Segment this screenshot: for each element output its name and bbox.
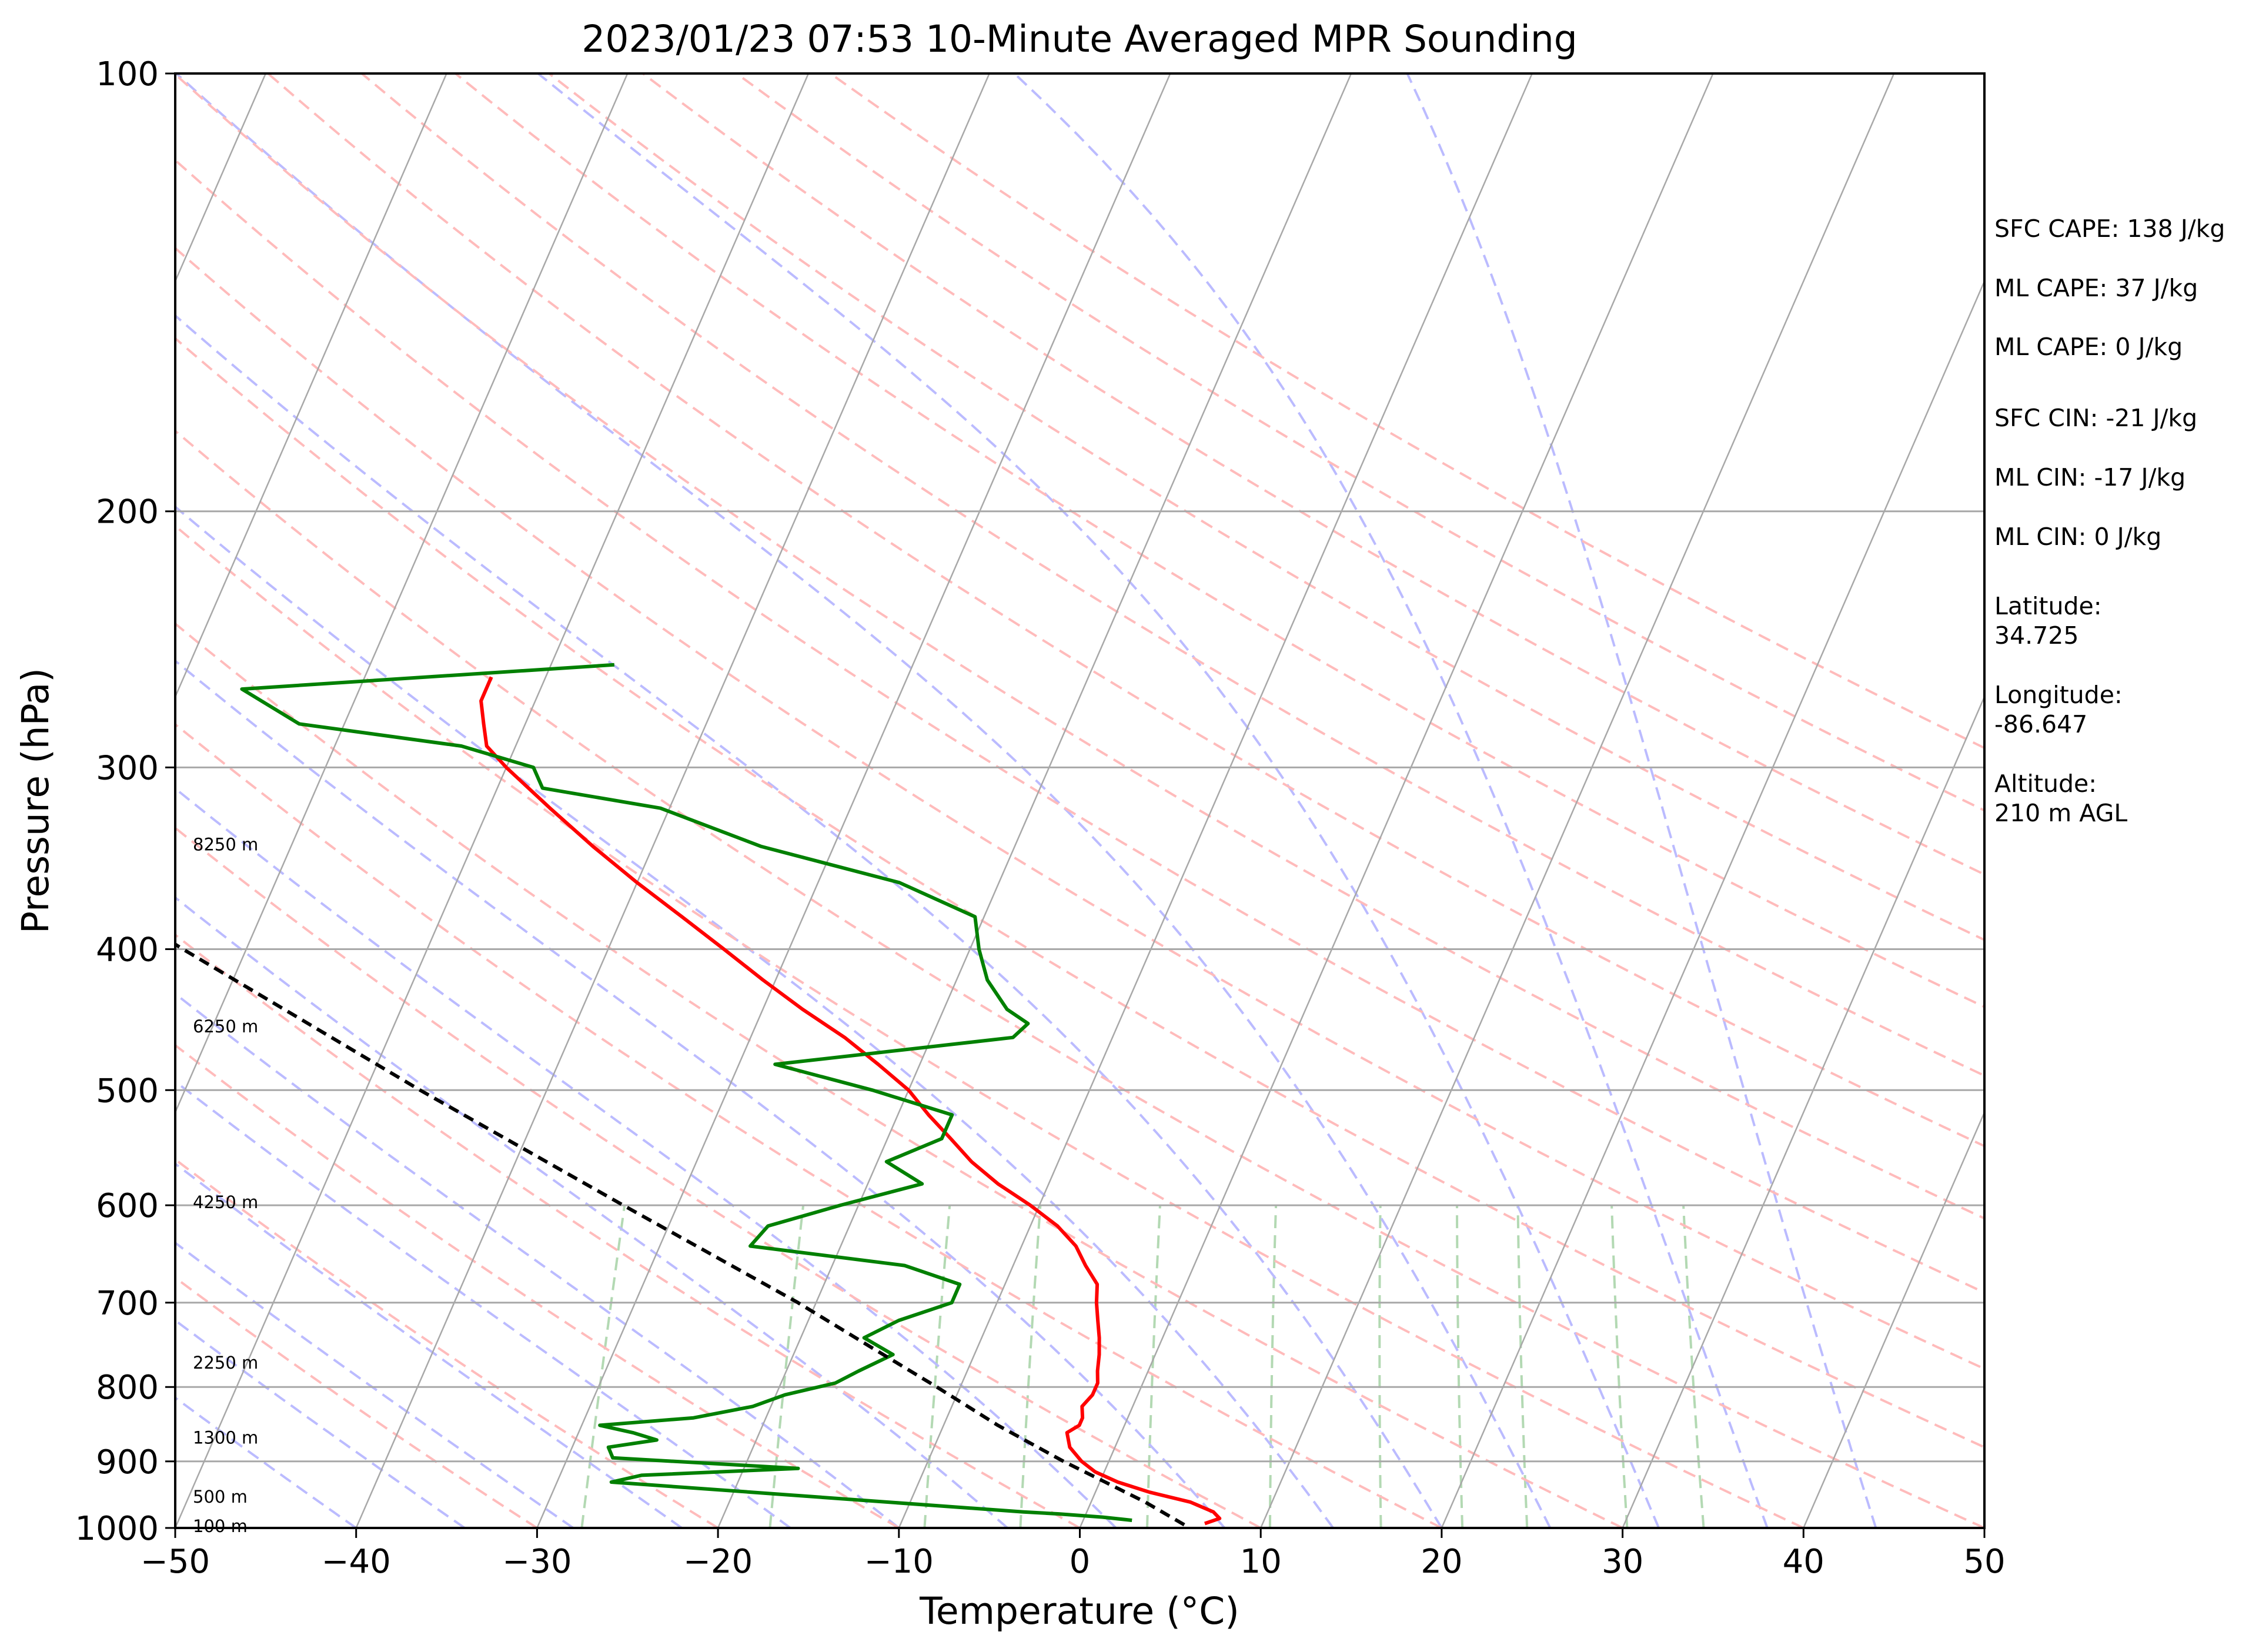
info-text: -86.647 (1994, 710, 2087, 738)
dry-adiabat-line (175, 723, 1442, 1528)
dry-adiabat-line (175, 1276, 538, 1528)
height-label: 1300 m (193, 1428, 258, 1448)
isotherm-line (1803, 1111, 1984, 1528)
height-label: 6250 m (193, 1016, 258, 1036)
height-label: 100 m (193, 1516, 248, 1536)
moist-adiabat-line (175, 896, 1008, 1528)
isotherm-line (175, 73, 629, 1115)
info-text: ML CIN: 0 J/kg (1994, 523, 2161, 551)
moist-adiabat-line (1406, 73, 1877, 1528)
isotherm-line (1079, 73, 1714, 1528)
x-axis-ticks: −50 −40 −30 −20 −10 0 10 20 30 40 50 (141, 1528, 2006, 1581)
info-text: SFC CIN: -21 J/kg (1994, 404, 2197, 432)
isotherm-line (898, 73, 1533, 1528)
dry-adiabat-line (175, 429, 1984, 1528)
height-labels: 100 m 500 m 1300 m 2250 m 4250 m 6250 m 8250 m (193, 835, 258, 1536)
y-tick-label: 500 (96, 1072, 159, 1110)
x-tick-label: 50 (1963, 1543, 2005, 1581)
isotherm-line (175, 73, 810, 1528)
dry-adiabat-line (548, 73, 1984, 941)
plot-area (175, 73, 1984, 1528)
isotherm-line (1622, 695, 1984, 1528)
x-tick-label: 10 (1240, 1543, 1282, 1581)
sounding-profiles (175, 663, 1222, 1527)
info-text: Altitude: (1994, 770, 2097, 798)
y-tick-label: 900 (96, 1443, 159, 1482)
moist-adiabat-line (175, 73, 1552, 1528)
dry-adiabat-line (175, 336, 1984, 1449)
info-text: Latitude: (1994, 592, 2102, 620)
x-tick-label: −30 (502, 1543, 572, 1581)
dry-adiabat-lines (175, 73, 1984, 1528)
parcel-profile-line (175, 942, 1185, 1527)
info-text: Longitude: (1994, 681, 2123, 709)
y-tick-label: 100 (96, 55, 159, 93)
dry-adiabat-line (175, 826, 1262, 1528)
y-tick-label: 400 (96, 931, 159, 969)
dry-adiabat-line (175, 246, 1984, 1370)
x-axis-label: Temperature (°C) (919, 1590, 1239, 1633)
moist-adiabat-line (537, 73, 1660, 1528)
info-text: ML CAPE: 0 J/kg (1994, 333, 2183, 361)
moist-adiabat-line (1013, 73, 1769, 1528)
x-tick-label: 0 (1070, 1543, 1091, 1581)
x-tick-label: 40 (1783, 1543, 1824, 1581)
moist-adiabat-line (175, 314, 1443, 1528)
isotherm-line (1260, 73, 1895, 1528)
info-text: 210 m AGL (1994, 799, 2127, 827)
isotherm-lines (175, 73, 1984, 1528)
dewpoint-profile-line (240, 663, 1132, 1522)
dry-adiabat-line (175, 933, 1081, 1528)
info-text: ML CAPE: 37 J/kg (1994, 274, 2198, 302)
isotherm-line (717, 73, 1352, 1528)
y-tick-label: 600 (96, 1187, 159, 1225)
isotherm-line (1441, 279, 1984, 1528)
temperature-profile-line (479, 676, 1222, 1526)
sounding-info-panel: SFC CAPE: 138 J/kg ML CAPE: 37 J/kg ML CAP… (1994, 215, 2225, 827)
moist-adiabat-line (175, 992, 900, 1528)
y-axis-label: Pressure (hPa) (14, 668, 57, 934)
height-label: 500 m (193, 1487, 248, 1507)
x-tick-label: −50 (141, 1543, 210, 1581)
moist-adiabat-lines (175, 73, 1877, 1528)
height-label: 8250 m (193, 835, 258, 855)
x-tick-label: 30 (1602, 1543, 1643, 1581)
x-tick-label: −40 (322, 1543, 391, 1581)
y-tick-label: 300 (96, 749, 159, 787)
chart-title: 2023/01/23 07:53 10-Minute Averaged MPR … (582, 18, 1578, 61)
x-tick-label: −10 (864, 1543, 934, 1581)
isotherm-line (355, 73, 990, 1528)
info-text: 34.725 (1994, 621, 2078, 650)
y-tick-label: 1000 (75, 1510, 159, 1548)
moist-adiabat-line (175, 787, 1117, 1528)
y-tick-label: 700 (96, 1285, 159, 1323)
x-tick-label: −20 (683, 1543, 753, 1581)
x-tick-label: 20 (1421, 1543, 1462, 1581)
height-label: 2250 m (193, 1353, 258, 1373)
info-text: SFC CAPE: 138 J/kg (1994, 215, 2225, 243)
height-label: 4250 m (193, 1192, 258, 1212)
isotherm-line (175, 73, 447, 699)
dry-adiabat-line (267, 73, 1984, 1148)
moist-adiabat-line (175, 505, 1334, 1528)
y-tick-label: 800 (96, 1369, 159, 1407)
isotherm-line (536, 73, 1171, 1528)
y-tick-label: 200 (96, 493, 159, 531)
moist-adiabat-line (175, 1079, 791, 1528)
dry-adiabat-line (175, 158, 1984, 1294)
dry-adiabat-line (175, 622, 1623, 1528)
dry-adiabat-line (360, 73, 1984, 1077)
dry-adiabat-line (175, 73, 1984, 1220)
info-text: ML CIN: -17 J/kg (1994, 463, 2186, 491)
y-axis-ticks: 1000 900 800 700 600 500 400 300 200 100 (75, 55, 175, 1548)
dry-adiabat-line (642, 73, 1984, 876)
dry-adiabat-line (175, 1158, 719, 1528)
